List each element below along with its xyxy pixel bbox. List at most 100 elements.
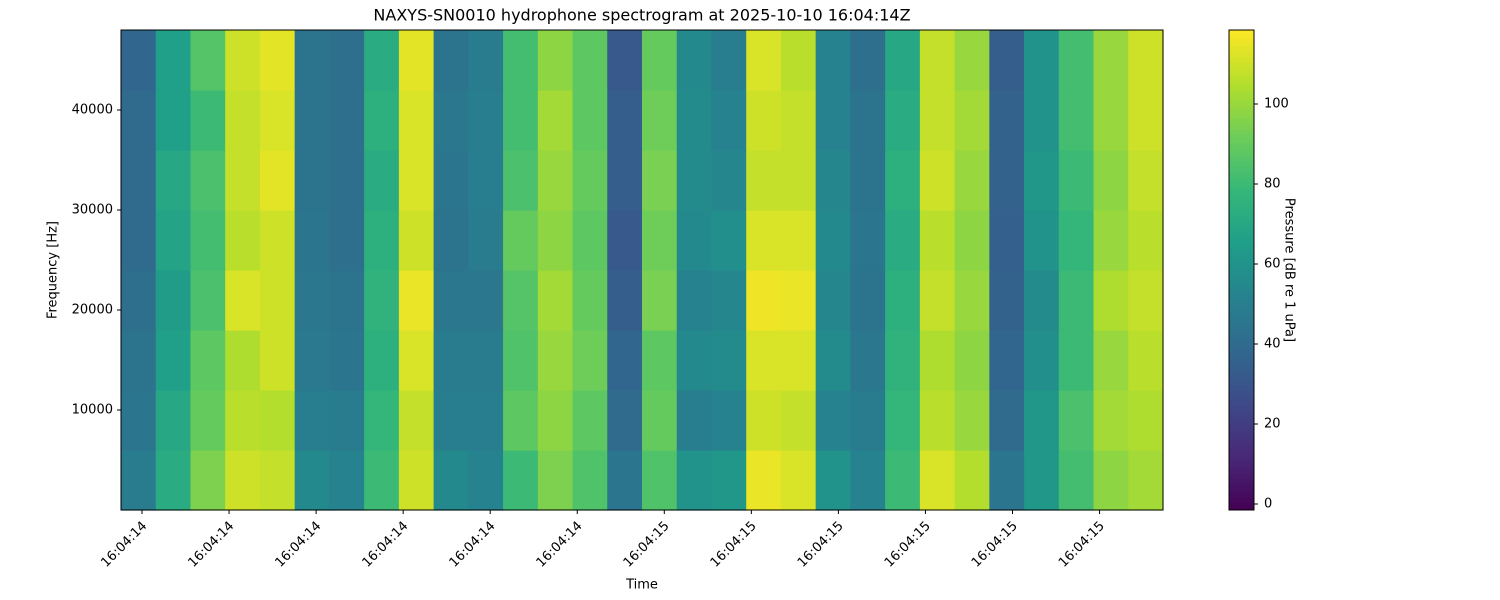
cell	[190, 90, 226, 151]
colorbar-swatch	[1229, 86, 1254, 91]
colorbar-swatch	[1229, 162, 1254, 167]
cell	[294, 90, 330, 151]
x-tick-label: 16:04:14	[447, 519, 499, 571]
colorbar-swatch	[1229, 290, 1254, 295]
colorbar-swatch	[1229, 506, 1254, 511]
cell	[572, 450, 608, 511]
cell	[503, 210, 539, 271]
colorbar-swatch	[1229, 402, 1254, 407]
colorbar-swatch	[1229, 314, 1254, 319]
cell	[121, 30, 157, 91]
cell	[433, 210, 469, 271]
cell	[885, 270, 921, 331]
cell	[607, 390, 643, 451]
cell	[919, 90, 956, 151]
colorbar-swatch	[1229, 430, 1254, 435]
colorbar-swatch	[1229, 266, 1254, 271]
cell	[642, 210, 678, 271]
cell	[398, 30, 435, 91]
cell	[294, 450, 330, 511]
colorbar-swatch	[1229, 194, 1254, 199]
cell	[815, 90, 851, 151]
cell	[676, 450, 713, 511]
cell	[259, 270, 296, 331]
cell	[155, 30, 192, 91]
colorbar-swatch	[1229, 418, 1254, 423]
cell	[329, 450, 365, 511]
cell	[190, 390, 226, 451]
colorbar-swatch	[1229, 242, 1254, 247]
colorbar-swatch	[1229, 222, 1254, 227]
cell	[468, 210, 504, 271]
colorbar-swatch	[1229, 106, 1254, 111]
heatmap	[121, 30, 1164, 511]
cell	[607, 450, 643, 511]
cell	[954, 90, 990, 151]
cell	[780, 30, 817, 91]
cell	[294, 390, 330, 451]
colorbar-swatch	[1229, 102, 1254, 107]
cell	[815, 30, 851, 91]
cell	[364, 90, 400, 151]
cell	[190, 210, 226, 271]
cell	[225, 30, 261, 91]
colorbar-swatch	[1229, 34, 1254, 39]
colorbar-swatch	[1229, 138, 1254, 143]
cell	[642, 150, 678, 211]
colorbar-swatch	[1229, 54, 1254, 59]
cell	[190, 330, 226, 391]
cell	[676, 390, 713, 451]
cell	[607, 210, 643, 271]
x-tick-label: 16:04:15	[969, 519, 1021, 571]
cell	[676, 90, 713, 151]
cell	[155, 90, 192, 151]
colorbar-swatch	[1229, 478, 1254, 483]
x-tick-label: 16:04:14	[185, 519, 237, 571]
cell	[1024, 90, 1060, 151]
colorbar-swatch	[1229, 294, 1254, 299]
cell	[259, 90, 296, 151]
cell	[1058, 330, 1095, 391]
cell	[919, 210, 956, 271]
chart-title: NAXYS-SN0010 hydrophone spectrogram at 2…	[373, 6, 910, 25]
cell	[398, 150, 435, 211]
cell	[954, 450, 990, 511]
colorbar-swatch	[1229, 454, 1254, 459]
cell	[503, 30, 539, 91]
colorbar-swatch	[1229, 274, 1254, 279]
cell	[329, 210, 365, 271]
cell	[398, 390, 435, 451]
cell	[1128, 270, 1164, 331]
cell	[815, 330, 851, 391]
colorbar-swatch	[1229, 170, 1254, 175]
cell	[850, 30, 886, 91]
colorbar-swatch	[1229, 122, 1254, 127]
cell	[885, 150, 921, 211]
cell	[815, 150, 851, 211]
colorbar-swatch	[1229, 186, 1254, 191]
colorbar-tick-label: 60	[1264, 257, 1281, 272]
colorbar-swatch	[1229, 442, 1254, 447]
cell	[989, 450, 1025, 511]
colorbar-swatch	[1229, 298, 1254, 303]
colorbar: 0 20 40 60 80 100	[1228, 29, 1289, 512]
x-tick-label: 16:04:14	[534, 519, 586, 571]
cell	[676, 270, 713, 331]
cell	[259, 210, 296, 271]
cell	[711, 330, 747, 391]
cell	[885, 330, 921, 391]
cell	[294, 30, 330, 91]
cell	[1093, 390, 1129, 451]
cell	[572, 30, 608, 91]
cell	[607, 330, 643, 391]
cell	[398, 270, 435, 331]
cell	[1024, 270, 1060, 331]
colorbar-swatch	[1229, 438, 1254, 443]
colorbar-swatch	[1229, 262, 1254, 267]
cell	[954, 150, 990, 211]
cell	[885, 210, 921, 271]
plot-frame	[120, 29, 1164, 511]
cell	[919, 270, 956, 331]
cell	[1024, 330, 1060, 391]
cell	[364, 270, 400, 331]
